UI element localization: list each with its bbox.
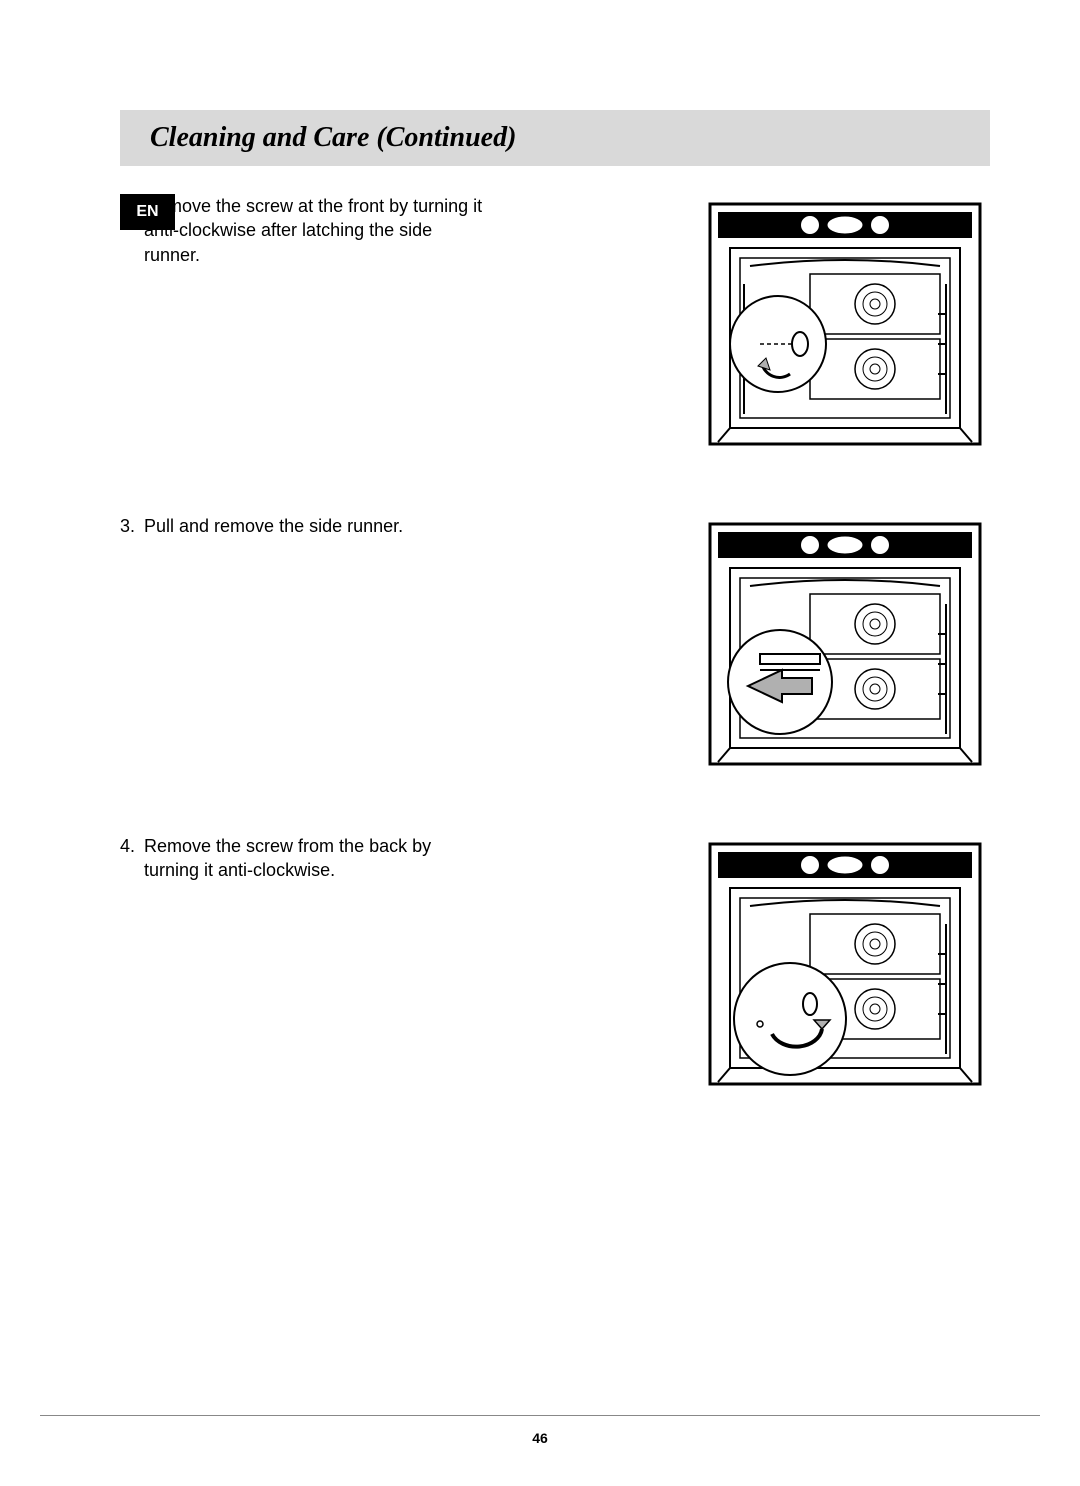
step-figure (504, 514, 990, 774)
step-number: 4. (120, 834, 144, 858)
step-row: 2. Remove the screw at the front by turn… (120, 194, 990, 454)
section-title: Cleaning and Care (Continued) (150, 122, 516, 154)
oven-diagram-pull-runner (700, 514, 990, 774)
step-figure (504, 194, 990, 454)
page: Cleaning and Care (Continued) EN 2. Remo… (0, 0, 1080, 1486)
step-text: Remove the screw from the back by turnin… (144, 834, 504, 883)
language-badge: EN (120, 194, 175, 230)
section-title-bar: Cleaning and Care (Continued) (120, 110, 990, 166)
step-row: 4. Remove the screw from the back by tur… (120, 834, 990, 1094)
footer-rule (40, 1415, 1040, 1416)
step-text: Pull and remove the side runner. (144, 514, 504, 538)
oven-diagram-screw-back (700, 834, 990, 1094)
page-number: 46 (0, 1430, 1080, 1446)
step-figure (504, 834, 990, 1094)
step-number: 3. (120, 514, 144, 538)
step-text: Remove the screw at the front by turning… (144, 194, 504, 267)
content-area: EN 2. Remove the screw at the front by t… (120, 194, 990, 1094)
oven-diagram-screw-front (700, 194, 990, 454)
step-row: 3. Pull and remove the side runner. (120, 514, 990, 774)
